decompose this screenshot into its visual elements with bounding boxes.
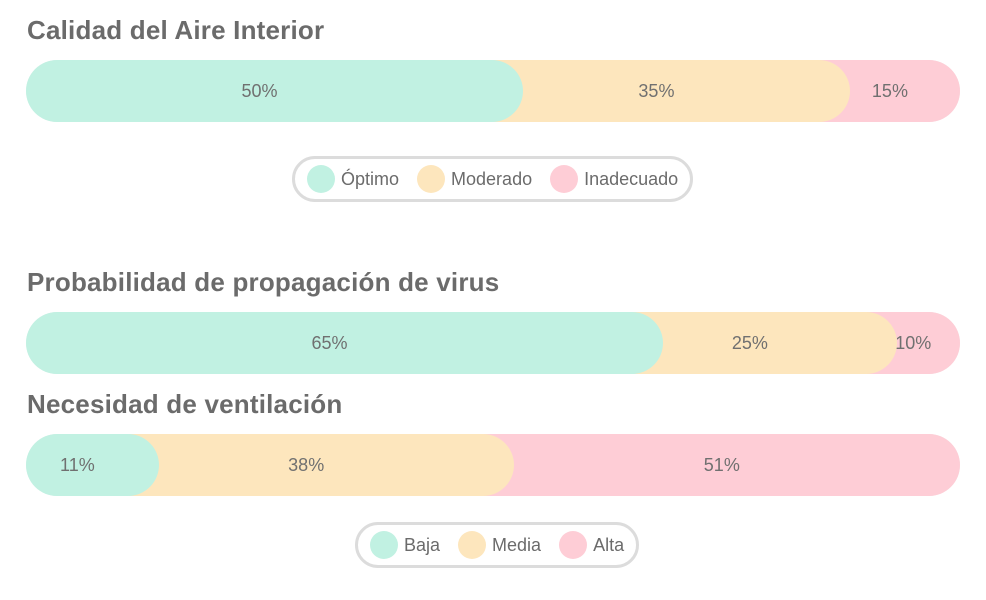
legend-swatch xyxy=(559,531,588,559)
legend-label: Óptimo xyxy=(341,168,400,189)
legend-label: Media xyxy=(492,534,542,555)
legend-label: Moderado xyxy=(451,168,533,189)
legend-swatch xyxy=(458,531,487,559)
legend-item: Óptimo xyxy=(307,165,399,193)
legend-item: Inadecuado xyxy=(550,165,678,193)
legend-label: Alta xyxy=(593,534,625,555)
legend-swatch xyxy=(307,165,335,193)
bar-segment-1: 50% xyxy=(26,60,523,122)
legend-item: Baja xyxy=(370,531,440,559)
bar-segment-2: 35% xyxy=(493,60,850,122)
legend-item: Media xyxy=(458,531,541,559)
bar-segment-1: 65% xyxy=(26,312,664,374)
stacked-bar-virus-propagation: 10% 25% 65% xyxy=(26,312,960,374)
legend-swatch xyxy=(550,165,579,193)
chart-title-ventilation-need: Necesidad de ventilación xyxy=(27,389,343,419)
legend-item: Moderado xyxy=(417,165,532,193)
bar-segment-2: 25% xyxy=(633,312,897,374)
legend-ventilation-need: Baja Media Alta xyxy=(355,522,640,568)
chart-title-virus-propagation: Probabilidad de propagación de virus xyxy=(27,267,500,297)
legend-item: Alta xyxy=(559,531,624,559)
chart-title-air-quality: Calidad del Aire Interior xyxy=(27,15,325,45)
legend-label: Baja xyxy=(404,534,441,555)
stacked-bar-air-quality: 15% 35% 50% xyxy=(26,60,960,122)
bar-segment-3: 51% xyxy=(483,434,960,496)
legend-air-quality: Óptimo Moderado Inadecuado xyxy=(292,156,694,202)
legend-label: Inadecuado xyxy=(584,168,679,189)
legend-swatch xyxy=(370,531,398,559)
legend-swatch xyxy=(417,165,446,193)
bar-segment-1: 11% xyxy=(26,434,159,496)
stacked-bar-ventilation-need: 51% 38% 11% xyxy=(26,434,960,496)
bar-segment-2: 38% xyxy=(128,434,514,496)
